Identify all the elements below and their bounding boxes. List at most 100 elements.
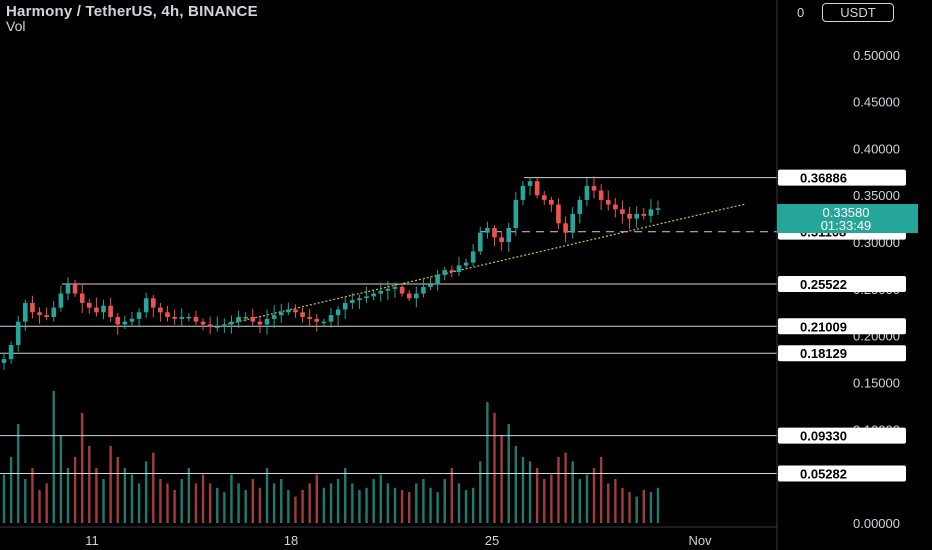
y-tick-label: 0.00000 [853,516,900,531]
candle-body [214,326,220,328]
candle-body [72,284,78,294]
trendline[interactable] [227,203,746,325]
candle-body [378,290,384,294]
candle-body [613,204,618,210]
volume-bar [571,461,574,523]
candle-body [648,209,654,216]
volume-bar [272,483,276,523]
candle-body [271,315,277,319]
candle-body [335,309,341,316]
level-label: 0.05282 [800,467,847,482]
candle-body [342,302,348,310]
volume-bar [415,483,418,523]
candles [1,176,661,370]
volume-bars [2,391,660,523]
candle-body [115,316,121,325]
volume-bar [407,492,411,523]
volume-bar [550,474,553,523]
candle-body [456,265,462,273]
volume-bar [208,483,212,523]
candle-body [158,307,163,313]
candle-body [108,305,113,317]
x-tick-label: 11 [85,533,99,548]
level-label: 0.09330 [800,429,847,444]
candle-body [605,199,611,205]
volume-bar [500,435,503,523]
x-tick-label: 25 [485,533,499,548]
volume-bar [294,496,297,523]
volume-bar [514,446,518,523]
candle-body [37,312,42,316]
volume-bar [457,483,461,523]
volume-bar [258,487,262,523]
volume-bar [642,490,645,523]
candle-body [307,316,312,319]
candle-body [421,287,426,294]
volume-bar [543,479,546,523]
candle-body [620,209,625,214]
candle-body [655,208,661,210]
y-tick-label: 0.40000 [853,141,900,156]
candle-body [563,223,568,233]
candle-body [428,284,433,288]
volume-bar [194,483,198,523]
candle-body [30,302,35,313]
volume-bar [230,474,233,523]
symbol-title: Harmony / TetherUS, 4h, BINANCE [6,3,258,20]
candle-body [534,181,540,196]
volume-bar [329,483,333,523]
candle-body [101,305,106,313]
volume-bar [400,490,404,523]
volume-bar [244,490,247,523]
volume-bar [166,483,169,523]
volume-bar [9,457,13,523]
candle-body [136,312,142,319]
volume-bar [379,474,382,523]
volume-bar [130,474,134,523]
volume-bar [557,457,560,523]
level-label-box [778,465,906,482]
level-labels: 0.368860.311080.255220.210090.181290.093… [778,169,906,482]
y-tick-label: 0.15000 [853,376,900,391]
volume-bar [180,479,183,523]
volume-bar [80,413,84,523]
candle-body [278,312,284,316]
candle-body [477,232,483,252]
currency-selector[interactable]: USDT [822,3,894,22]
volume-bar [535,468,539,523]
candle-body [179,316,185,319]
volume-bar [123,468,127,523]
volume-bar [315,474,318,523]
candle-body [470,251,476,263]
volume-bar [237,483,240,523]
volume-bar [137,483,141,523]
candle-body [200,321,206,325]
candle-body [463,262,469,266]
candle-body [357,298,362,301]
candle-body [442,270,448,275]
candle-body [44,315,49,317]
level-label: 0.18129 [800,346,847,361]
candle-body [541,195,547,200]
volume-bar [66,468,70,523]
volume-bar [621,487,624,523]
volume-bar [351,483,354,523]
candle-body [257,321,263,325]
volume-bar [187,468,191,523]
volume-bar [528,461,532,523]
candle-body [79,293,85,303]
volume-bar [599,457,603,523]
volume-bar [436,492,439,523]
level-label-box [778,275,906,292]
volume-bar [116,457,119,523]
volume-bar [649,492,653,523]
horizontal-levels[interactable] [0,177,777,475]
y-tick-label: 0.35000 [853,188,900,203]
candle-body [584,185,590,200]
candle-body [165,312,170,317]
candle-body [435,274,440,285]
candle-body [492,228,497,238]
candle-body [94,307,99,313]
candle-body [399,287,405,294]
